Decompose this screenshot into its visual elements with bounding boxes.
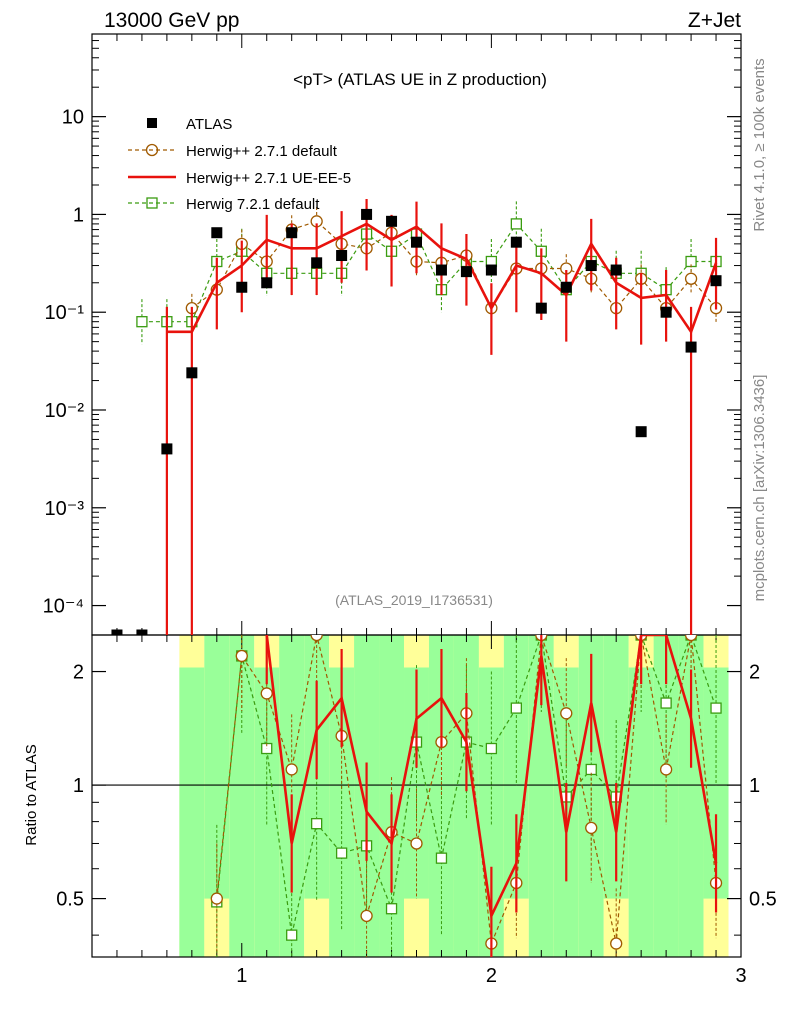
ratio-point-herwig-default [684,635,698,642]
point-atlas [411,236,422,248]
legend-label-atlas: ATLAS [186,116,232,133]
point-atlas [535,302,547,314]
ratio-point-herwig7 [485,742,498,755]
point-atlas [161,443,173,455]
ratio-uncertainty-bands [179,635,729,957]
legend-item-herwig-default: Herwig++ 2.7.1 default [128,143,338,160]
ratio-point-herwig7 [385,903,398,915]
point-atlas [136,629,148,635]
point-herwig7 [136,316,148,328]
legend-marker-herwig-default [145,143,159,157]
series-line-herwig7 [141,222,717,323]
main-y-tick-label: 10 [62,107,84,129]
ratio-y-tick-label-left: 0.5 [56,889,84,911]
point-atlas [635,426,647,438]
point-atlas [111,629,123,635]
ratio-point-herwig-default [310,635,323,642]
ratio-band-stat [628,667,654,957]
main-y-axis: 10 1 10⁻¹ 10⁻² 10⁻³ 10⁻⁴ [43,33,741,618]
ratio-point-herwig-default [235,649,248,663]
ratio-y-tick-label-left: 2 [73,662,84,684]
legend-marker-herwig7 [146,197,158,209]
ratio-y-tick-label-right: 2 [749,662,760,684]
main-y-tick-label: 10⁻² [45,400,85,422]
rivet-version-label: Rivet 4.1.0, ≥ 100k events [751,58,768,231]
point-atlas [710,275,722,287]
ratio-point-herwig-default [360,909,373,922]
ratio-point-herwig7 [435,852,448,864]
legend-label-herwig-ueee5: Herwig++ 2.7.1 UE-EE-5 [186,170,351,187]
point-atlas [585,260,597,272]
mcplots-label: mcplots.cern.ch [arXiv:1306.3436] [751,375,768,602]
ratio-point-herwig7 [286,929,298,941]
ratio-point-herwig7 [660,697,672,709]
ratio-point-herwig-default [610,937,623,950]
ratio-point-herwig-default [659,763,673,776]
ratio-band-stat [179,667,205,957]
legend-marker-atlas [147,118,157,128]
ratio-axis-label: Ratio to ATLAS [23,744,40,845]
main-y-tick-label: 10⁻³ [45,498,85,520]
ratio-point-herwig-default [210,892,223,905]
point-atlas [186,367,198,379]
x-tick-label: 3 [735,965,746,987]
x-tick-label: 1 [236,965,247,987]
point-atlas [510,236,522,248]
point-atlas [685,341,697,353]
ratio-y-tick-label-left: 1 [73,775,84,797]
legend-item-herwig-ueee5: Herwig++ 2.7.1 UE-EE-5 [128,170,351,187]
plot-title: <pT> (ATLAS UE in Z production) [293,70,547,89]
point-herwig7 [510,218,522,230]
analysis-watermark: (ATLAS_2019_I1736531) [335,592,493,608]
point-atlas [211,227,223,239]
ratio-series [92,635,741,957]
x-tick-label: 2 [486,965,497,987]
point-atlas [361,208,373,220]
legend-item-atlas: ATLAS [147,116,232,133]
main-y-tick-label: 10⁻⁴ [43,596,84,618]
point-atlas [485,264,497,276]
ratio-point-herwig7 [710,702,722,714]
ratio-point-herwig7 [510,702,522,714]
point-atlas [311,257,323,269]
point-atlas [286,227,298,239]
point-atlas [386,215,398,227]
point-atlas [336,250,348,262]
ratio-point-herwig7 [335,847,348,859]
point-atlas [610,264,622,276]
main-y-tick-label: 1 [73,204,84,226]
ratio-band-stat [229,635,255,957]
ratio-point-herwig-default [285,763,298,776]
point-atlas [660,306,672,318]
ratio-y-tick-label-right: 1 [749,775,760,797]
main-y-tick-label: 10⁻¹ [45,302,85,324]
ratio-line-herwig-default [216,635,717,944]
legend-label-herwig7: Herwig 7.2.1 default [186,196,320,213]
ratio-y-axis: 2 2 1 1 0.5 0.5 [56,662,777,936]
header-left: 13000 GeV pp [104,9,239,32]
legend-label-herwig-default: Herwig++ 2.7.1 default [186,143,338,160]
ratio-point-herwig-default [260,687,273,700]
point-atlas [261,277,273,289]
point-atlas [435,264,447,276]
ratio-point-herwig-default [410,837,423,850]
point-atlas [236,281,248,293]
main-series [111,198,723,635]
ratio-point-herwig7 [311,818,323,830]
series-line-herwig-default [191,220,717,310]
point-atlas [460,266,472,278]
point-herwig-default [684,272,698,285]
header-right: Z+Jet [688,9,741,32]
ratio-y-tick-label-right: 0.5 [749,889,777,911]
ratio-point-herwig-default [560,707,573,720]
legend: ATLAS Herwig++ 2.7.1 default Herwig++ 2.… [128,116,351,213]
legend-item-herwig7: Herwig 7.2.1 default [128,196,320,213]
point-atlas [560,281,572,293]
ratio-point-herwig-default [585,821,598,835]
